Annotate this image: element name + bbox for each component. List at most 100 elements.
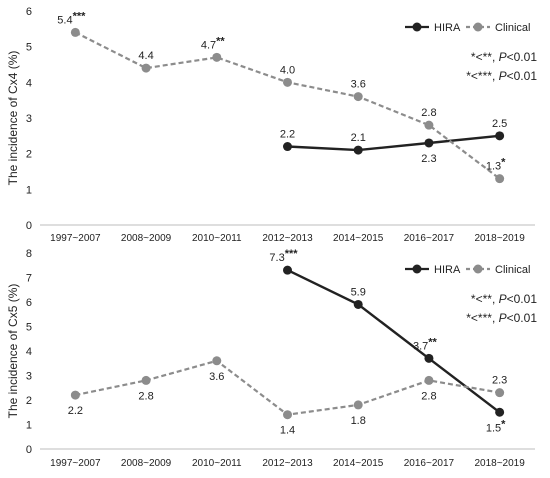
significance-note-threshold: <0.01 — [507, 69, 538, 83]
data-point-hira — [495, 131, 505, 141]
y-tick-label: 4 — [26, 346, 32, 358]
significance-note-p: P — [499, 50, 507, 64]
significance-note-p: P — [499, 292, 507, 306]
data-point-hira — [424, 353, 434, 363]
data-label: 2.8 — [138, 390, 153, 402]
data-label: 2.2 — [68, 405, 83, 417]
x-tick-label: 2018~2019 — [474, 458, 525, 469]
significance-note: *<***, P<0.01 — [466, 69, 537, 83]
y-tick-label: 5 — [26, 42, 32, 54]
data-label-value: 1.5 — [486, 422, 501, 434]
data-point-clinical — [283, 77, 292, 87]
data-label: 4.4 — [138, 50, 153, 62]
chart-panel-cx4: 0 1 2 3 4 5 6 The incidence of Cx4 (%) 1997~2007… — [6, 6, 537, 244]
y-axis-label: The incidence of Cx5 (%) — [6, 284, 20, 419]
x-tick-label: 2008~2009 — [121, 458, 172, 469]
y-tick-label: 2 — [26, 395, 32, 407]
data-label-value: 4.0 — [280, 64, 295, 76]
significance-stars: ** — [216, 35, 225, 47]
y-tick-label: 6 — [26, 297, 32, 309]
y-axis-label: The incidence of Cx4 (%) — [6, 51, 20, 186]
x-tick-label: 2012~2013 — [262, 458, 313, 469]
data-label: 3.6 — [351, 79, 366, 91]
significance-note: *<**, P<0.01 — [471, 50, 537, 64]
data-label-value: 5.4 — [57, 14, 72, 26]
data-label-value: 2.1 — [351, 132, 366, 144]
data-label: 2.8 — [421, 107, 436, 119]
x-tick-label: 2016~2017 — [404, 233, 455, 244]
significance-note-symbols: *<***, — [466, 69, 498, 83]
y-tick-label: 3 — [26, 371, 32, 383]
data-label: 1.4 — [280, 425, 295, 437]
legend-label: Clinical — [495, 22, 530, 34]
significance-note-threshold: <0.01 — [507, 50, 538, 64]
y-tick-label: 8 — [26, 248, 32, 260]
legend-marker — [412, 264, 422, 274]
x-tick-label: 2010~2011 — [192, 458, 242, 469]
x-tick-label: 2008~2009 — [121, 233, 172, 244]
significance-note: *<**, P<0.01 — [471, 292, 537, 306]
data-point-clinical — [212, 52, 222, 62]
data-label: 4.7** — [201, 35, 226, 51]
data-point-clinical — [70, 390, 80, 400]
data-label: 5.9 — [351, 286, 366, 298]
data-point-hira — [353, 299, 363, 309]
data-label-value: 2.8 — [421, 107, 436, 119]
data-label-value: 2.5 — [492, 118, 507, 130]
legend-marker — [473, 22, 483, 32]
legend-label: Clinical — [495, 264, 530, 276]
data-label-value: 3.6 — [351, 79, 366, 91]
significance-note-symbols: *<**, — [471, 292, 499, 306]
significance-stars: ** — [428, 336, 437, 348]
data-point-clinical — [141, 375, 151, 385]
significance-note: *<***, P<0.01 — [466, 311, 537, 325]
data-point-hira — [283, 265, 292, 275]
y-tick-label: 1 — [26, 420, 32, 432]
y-tick-label: 4 — [26, 77, 32, 89]
data-label: 4.0 — [280, 64, 295, 76]
significance-note-p: P — [499, 69, 507, 83]
chart-panel-cx5: 0 1 2 3 4 5 6 7 8 The incidence of Cx5 (%) 1997~20… — [6, 248, 537, 469]
data-label-value: 1.4 — [280, 425, 295, 437]
data-label: 2.1 — [351, 132, 366, 144]
significance-stars: *** — [73, 10, 87, 22]
legend: HIRA Clinical — [405, 22, 530, 34]
data-label: 2.2 — [280, 129, 295, 141]
data-point-clinical — [495, 388, 505, 398]
data-label-value: 2.3 — [492, 375, 507, 387]
series-line-hira — [286, 269, 501, 414]
data-point-hira — [353, 145, 363, 155]
data-point-clinical — [353, 92, 363, 102]
data-label-value: 4.4 — [138, 50, 153, 62]
data-label-value: 7.3 — [269, 252, 284, 264]
data-label-value: 2.2 — [68, 405, 83, 417]
legend-marker — [473, 264, 483, 274]
y-tick-label: 2 — [26, 149, 32, 161]
data-label: 7.3*** — [269, 248, 298, 264]
y-tick-label: 0 — [26, 220, 32, 232]
y-tick-label: 3 — [26, 113, 32, 125]
x-tick-label: 2016~2017 — [404, 458, 455, 469]
data-point-clinical — [353, 400, 363, 410]
x-tick-label: 2012~2013 — [262, 233, 313, 244]
x-tick-label: 1997~2007 — [50, 233, 101, 244]
data-label-value: 2.8 — [138, 390, 153, 402]
data-label: 1.5* — [486, 418, 506, 434]
x-tick-label: 2010~2011 — [192, 233, 242, 244]
data-label: 2.3 — [421, 153, 436, 165]
data-point-clinical — [212, 356, 222, 366]
y-tick-label: 0 — [26, 444, 32, 456]
significance-note-threshold: <0.01 — [507, 292, 538, 306]
y-tick-label: 5 — [26, 322, 32, 334]
data-point-clinical — [70, 27, 80, 37]
data-label: 3.6 — [209, 371, 224, 383]
significance-note-symbols: *<***, — [466, 311, 498, 325]
data-point-clinical — [141, 63, 151, 73]
data-point-hira — [283, 142, 292, 152]
data-label-value: 3.7 — [413, 340, 428, 352]
data-point-clinical — [283, 410, 292, 420]
data-label-value: 2.2 — [280, 129, 295, 141]
x-tick-label: 2014~2015 — [333, 233, 384, 244]
